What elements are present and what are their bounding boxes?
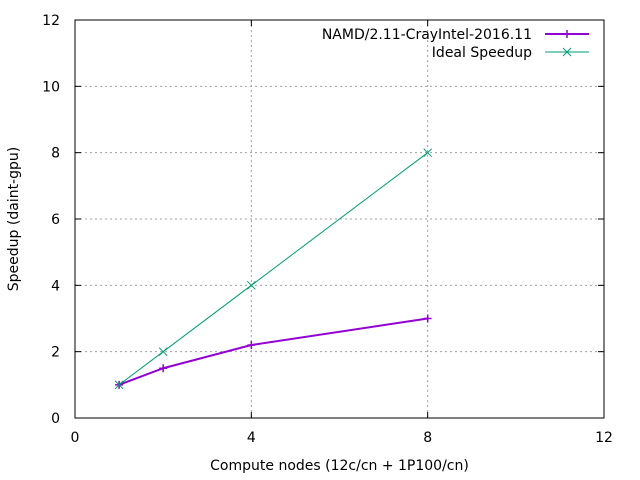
y-axis-label: Speedup (daint-gpu) (6, 147, 22, 291)
y-tick-label: 8 (51, 146, 60, 162)
series-line (118, 317, 428, 386)
y-tick-label: 4 (51, 278, 60, 294)
data-point-d2 (246, 280, 256, 290)
series-line (118, 152, 428, 386)
series-1 (114, 148, 433, 390)
x-axis-label: Compute nodes (12c/cn + 1P100/cn) (210, 458, 469, 474)
legend-marker-d2 (562, 47, 572, 57)
data-point-d2 (158, 347, 168, 357)
y-tick-label: 6 (51, 212, 60, 228)
y-tick-label: 0 (51, 411, 60, 427)
x-tick-label: 12 (595, 430, 613, 446)
data-point-d2 (114, 380, 124, 390)
y-tick-label: 12 (42, 13, 60, 29)
grid-lines (75, 20, 604, 418)
x-tick-label: 4 (247, 430, 256, 446)
data-point-d2 (423, 148, 433, 158)
y-tick-label: 10 (42, 79, 60, 95)
plot-frame (74, 19, 605, 419)
x-tick-label: 0 (71, 430, 80, 446)
series-0 (115, 314, 432, 389)
y-tick-label: 2 (51, 345, 60, 361)
series-layer (114, 148, 433, 390)
axis-ticks: 0 4 8 12 0 2 4 6 8 10 12 (42, 13, 613, 446)
legend-label: Ideal Speedup (432, 45, 532, 61)
x-tick-label: 8 (423, 430, 432, 446)
legend-label: NAMD/2.11-CrayIntel-2016.11 (322, 27, 532, 43)
legend: NAMD/2.11-CrayIntel-2016.11 Ideal Speedup (322, 27, 589, 61)
